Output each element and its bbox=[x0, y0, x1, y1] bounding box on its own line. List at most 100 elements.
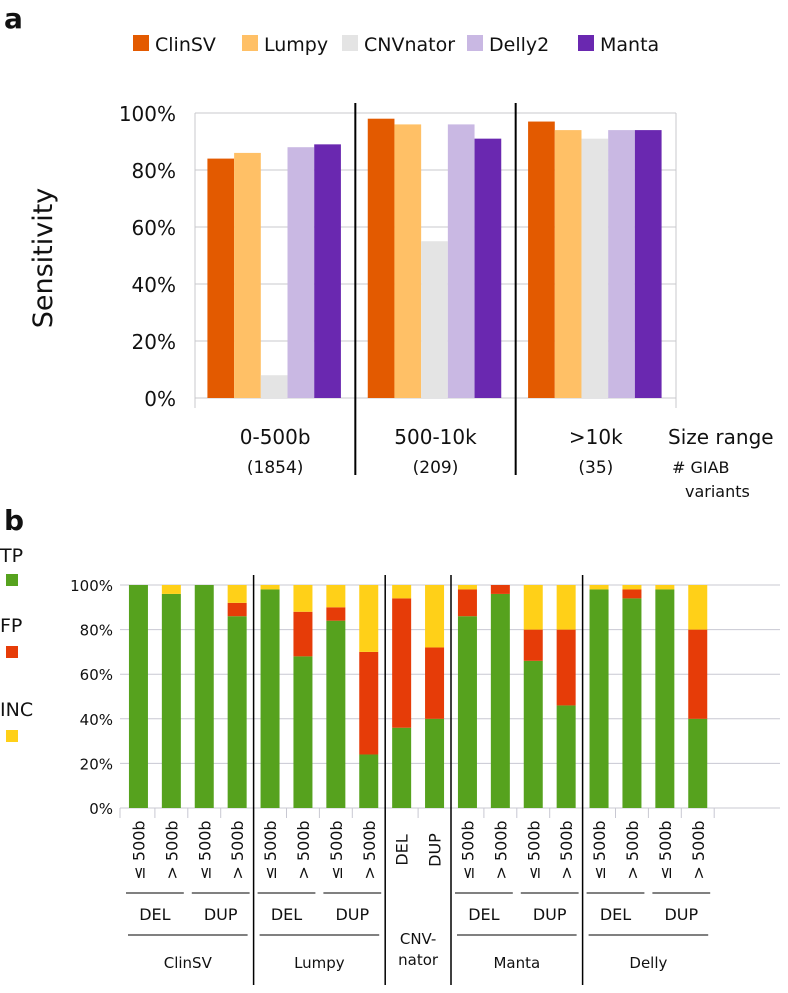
bar-segment-fp bbox=[326, 607, 346, 621]
subgroup-label: DUP bbox=[204, 905, 238, 924]
bar-segment-tp bbox=[293, 656, 313, 808]
bar-segment-tp bbox=[523, 660, 543, 808]
bar-label: > 500b bbox=[228, 820, 247, 879]
subgroup-label: DEL bbox=[139, 905, 170, 924]
category-count: (35) bbox=[578, 458, 613, 478]
x-axis-label: Size range bbox=[668, 425, 774, 449]
y-tick-label: 20% bbox=[132, 330, 176, 354]
legend-label: Manta bbox=[600, 34, 659, 56]
bar-label: ≤ 500b bbox=[458, 820, 477, 879]
bar-segment-tp bbox=[128, 585, 148, 808]
legend-swatch-delly2 bbox=[467, 35, 483, 51]
bar-segment-fp bbox=[227, 602, 247, 617]
legend-label: INC bbox=[0, 699, 33, 721]
bar-segment-fp bbox=[556, 629, 576, 706]
bar-clinsv-1 bbox=[367, 118, 395, 398]
bar-label: > 500b bbox=[491, 820, 510, 879]
bar-label: > 500b bbox=[557, 820, 576, 879]
subgroup-label: DEL bbox=[600, 905, 631, 924]
bar-segment-tp bbox=[457, 616, 477, 808]
bar-segment-tp bbox=[425, 718, 445, 808]
bar-segment-tp bbox=[161, 593, 181, 808]
group-label: CNV- bbox=[400, 930, 437, 948]
bar-manta-1 bbox=[474, 138, 502, 398]
bar-segment-inc bbox=[457, 585, 477, 590]
legend-label: CNVnator bbox=[364, 34, 455, 56]
subgroup-label: DEL bbox=[468, 905, 499, 924]
bar-segment-inc bbox=[326, 585, 346, 608]
y-tick-label: 40% bbox=[132, 273, 176, 297]
bar-segment-tp bbox=[392, 727, 412, 808]
bar-segment-tp bbox=[260, 589, 280, 808]
bar-segment-tp bbox=[688, 718, 708, 808]
y-tick-label: 0% bbox=[89, 800, 113, 818]
bar-segment-inc bbox=[161, 585, 181, 594]
bar-segment-tp bbox=[359, 754, 379, 808]
legend-label: ClinSV bbox=[155, 34, 216, 56]
x-axis-sublabel-line: variants bbox=[685, 482, 750, 501]
group-label: Manta bbox=[493, 954, 540, 972]
bar-segment-fp bbox=[457, 589, 477, 617]
legend-label: Delly2 bbox=[489, 34, 549, 56]
bar-lumpy-1 bbox=[394, 124, 422, 399]
bar-segment-tp bbox=[490, 593, 510, 808]
legend-swatch-lumpy bbox=[242, 35, 258, 51]
y-tick-label: 80% bbox=[80, 622, 113, 640]
group-label: Lumpy bbox=[294, 954, 345, 972]
bar-label: > 500b bbox=[294, 820, 313, 879]
legend-swatch-manta bbox=[578, 35, 594, 51]
group-label: nator bbox=[398, 951, 439, 969]
bar-segment-fp bbox=[359, 651, 379, 755]
bar-segment-fp bbox=[523, 629, 543, 661]
y-tick-label: 0% bbox=[144, 387, 176, 411]
legend-swatch-fp bbox=[6, 646, 18, 658]
legend-swatch-inc bbox=[6, 730, 18, 742]
y-tick-label: 100% bbox=[119, 102, 176, 126]
category-count: (1854) bbox=[247, 458, 304, 478]
bar-segment-tp bbox=[556, 705, 576, 808]
legend-label: Lumpy bbox=[264, 34, 328, 56]
group-label: ClinSV bbox=[164, 954, 213, 972]
bar-segment-fp bbox=[490, 585, 510, 594]
bar-cnvnator-0 bbox=[260, 375, 288, 398]
legend-swatch-clinsv bbox=[133, 35, 149, 51]
bar-segment-fp bbox=[688, 629, 708, 719]
category-label: 500-10k bbox=[394, 425, 477, 449]
bar-segment-fp bbox=[425, 647, 445, 719]
y-axis-label: Sensitivity bbox=[28, 188, 59, 329]
category-label: 0-500b bbox=[240, 425, 311, 449]
legend-swatch-cnvnator bbox=[342, 35, 358, 51]
bar-segment-fp bbox=[622, 589, 642, 599]
bar-segment-tp bbox=[655, 589, 675, 808]
bar-label: ≤ 500b bbox=[129, 820, 148, 879]
bar-label: ≤ 500b bbox=[590, 820, 609, 879]
bar-clinsv-0 bbox=[207, 158, 235, 398]
bar-segment-inc bbox=[523, 585, 543, 630]
bar-segment-inc bbox=[392, 585, 412, 599]
bar-segment-tp bbox=[622, 598, 642, 808]
bar-label: DEL bbox=[393, 834, 412, 865]
bar-segment-inc bbox=[425, 585, 445, 648]
bar-label: ≤ 500b bbox=[524, 820, 543, 879]
bar-segment-inc bbox=[688, 585, 708, 630]
bar-delly2-0 bbox=[287, 147, 315, 398]
y-tick-label: 100% bbox=[70, 577, 113, 595]
bar-lumpy-2 bbox=[554, 130, 582, 398]
bar-segment-fp bbox=[293, 611, 313, 657]
bar-segment-inc bbox=[227, 585, 247, 603]
bar-segment-tp bbox=[194, 585, 214, 808]
legend-label: TP bbox=[0, 545, 23, 567]
subgroup-label: DEL bbox=[271, 905, 302, 924]
bar-manta-2 bbox=[634, 130, 662, 398]
legend-swatch-tp bbox=[6, 574, 18, 586]
subgroup-label: DUP bbox=[335, 905, 369, 924]
bar-label: ≤ 500b bbox=[656, 820, 675, 879]
bar-segment-inc bbox=[655, 585, 675, 590]
bar-label: > 500b bbox=[162, 820, 181, 879]
y-tick-label: 80% bbox=[132, 159, 176, 183]
bar-label: DUP bbox=[426, 833, 445, 867]
bar-label: ≤ 500b bbox=[261, 820, 280, 879]
bar-label: > 500b bbox=[623, 820, 642, 879]
